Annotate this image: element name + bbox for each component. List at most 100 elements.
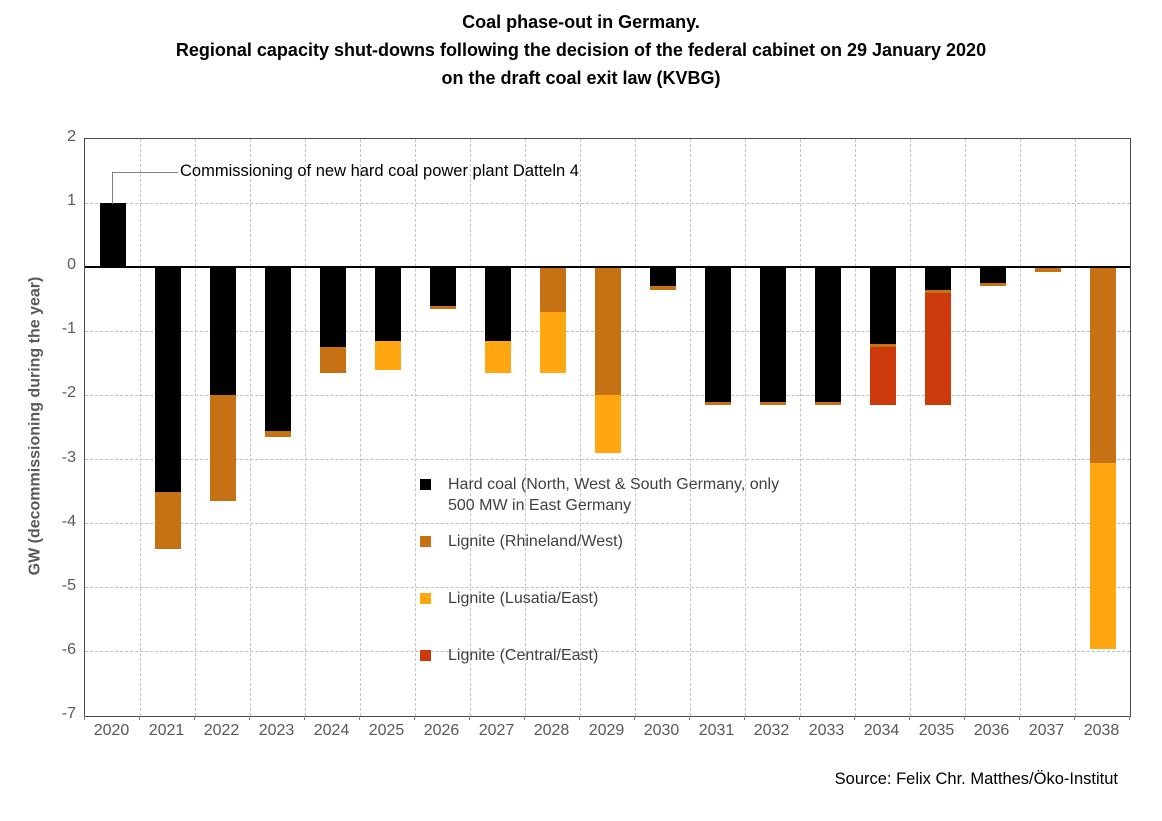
y-tick-label: -5 [61,576,76,594]
x-axis-tick [634,716,635,720]
plot-area [84,138,1131,717]
x-axis-tick [84,716,85,720]
x-tick-label: 2031 [698,722,735,739]
h-gridline [85,651,1130,653]
x-axis-tick [524,716,525,720]
x-tick-label: 2023 [258,722,295,739]
v-gridline [689,139,691,716]
source-caption: Source: Felix Chr. Matthes/Öko-Institut [834,770,1118,788]
legend-label: Lignite (Rhineland/West) [448,533,623,550]
h-gridline [85,202,1130,204]
bar-segment-2037-lignite [1034,267,1061,272]
bar-segment-2028-lignite [539,312,566,373]
bar-segment-2034-hard [869,267,896,345]
bar-segment-2027-lignite [484,340,511,373]
legend-swatch-icon [420,593,431,604]
bar-segment-2025-hard [374,267,401,341]
y-tick-label: -2 [61,384,76,402]
v-gridline [854,139,856,716]
y-tick-label: 1 [67,192,76,210]
bar-segment-2031-lignite [704,401,731,406]
bar-segment-2035-lignite [924,292,951,406]
bar-segment-2032-lignite [759,401,786,406]
bar-segment-2031-hard [704,267,731,402]
legend-item-hard-coal: Hard coal (North, West & South Germany, … [420,474,808,516]
v-gridline [414,139,416,716]
x-tick-label: 2033 [808,722,845,739]
x-tick-label: 2036 [973,722,1010,739]
bar-segment-2026-lignite [429,305,456,309]
bar-segment-2034-lignite [869,344,896,348]
v-gridline [359,139,361,716]
bar-segment-2021-lignite [154,491,181,550]
x-axis-tick [579,716,580,720]
x-axis-tick [909,716,910,720]
annotation-datteln4: Commissioning of new hard coal power pla… [180,162,579,180]
annotation-leader-vertical [112,172,113,204]
v-gridline [964,139,966,716]
bar-segment-2022-hard [209,267,236,396]
legend-swatch-icon [420,479,431,490]
bar-segment-2036-hard [979,267,1006,284]
bar-segment-2030-hard [649,267,676,287]
bar-segment-2038-lignite [1089,462,1116,649]
x-axis-tick [854,716,855,720]
x-axis-tick [139,716,140,720]
y-tick-label: -6 [61,640,76,658]
annotation-leader-horizontal [112,172,178,173]
bar-segment-2024-lignite [319,347,346,373]
bar-segment-2032-hard [759,267,786,402]
legend-swatch-icon [420,650,431,661]
x-axis-tick [964,716,965,720]
x-axis-tick [304,716,305,720]
x-tick-label: 2035 [918,722,955,739]
zero-axis-line [85,266,1130,269]
v-gridline [1019,139,1021,716]
x-tick-label: 2020 [93,722,130,739]
y-tick-label: 2 [67,128,76,145]
bar-segment-2024-hard [319,267,346,348]
x-tick-label: 2025 [368,722,405,739]
x-axis-tick [1129,716,1130,720]
x-tick-label: 2029 [588,722,625,739]
x-axis-tick [744,716,745,720]
x-axis-tick [194,716,195,720]
legend-label: Lignite (Lusatia/East) [448,590,599,607]
v-gridline [469,139,471,716]
x-axis-tick [414,716,415,720]
bar-segment-2029-lignite [594,395,621,454]
h-gridline [85,459,1130,461]
x-tick-label: 2034 [863,722,900,739]
y-tick-label: 0 [67,256,76,274]
legend-label: Hard coal (North, West & South Germany, … [448,476,780,514]
v-gridline [249,139,251,716]
x-tick-label: 2032 [753,722,790,739]
h-gridline [85,587,1130,589]
x-axis-tick [249,716,250,720]
x-axis-tick [1019,716,1020,720]
bar-segment-2034-lignite [869,347,896,406]
x-tick-label: 2021 [148,722,185,739]
x-axis-tick [469,716,470,720]
x-axis-tick [689,716,690,720]
chart-title: Coal phase-out in Germany. Regional capa… [0,8,1162,92]
bar-segment-2033-hard [814,267,841,402]
legend-item-lignite-1: Lignite (Rhineland/West) [420,531,623,552]
y-axis-title: GW (decommissioning during the year) [26,276,44,576]
chart-title-line3: on the draft coal exit law (KVBG) [441,68,721,88]
bar-segment-2027-hard [484,267,511,341]
bar-segment-2022-lignite [209,395,236,502]
x-tick-label: 2028 [533,722,570,739]
bar-segment-2028-lignite [539,267,566,313]
x-tick-label: 2022 [203,722,240,739]
bar-segment-2030-lignite [649,286,676,290]
h-gridline [85,523,1130,525]
v-gridline [579,139,581,716]
v-gridline [304,139,306,716]
bar-segment-2026-hard [429,267,456,306]
x-tick-label: 2024 [313,722,350,739]
y-tick-label: -7 [61,705,76,722]
x-tick-label: 2038 [1083,722,1120,739]
bar-segment-2025-lignite [374,340,401,370]
